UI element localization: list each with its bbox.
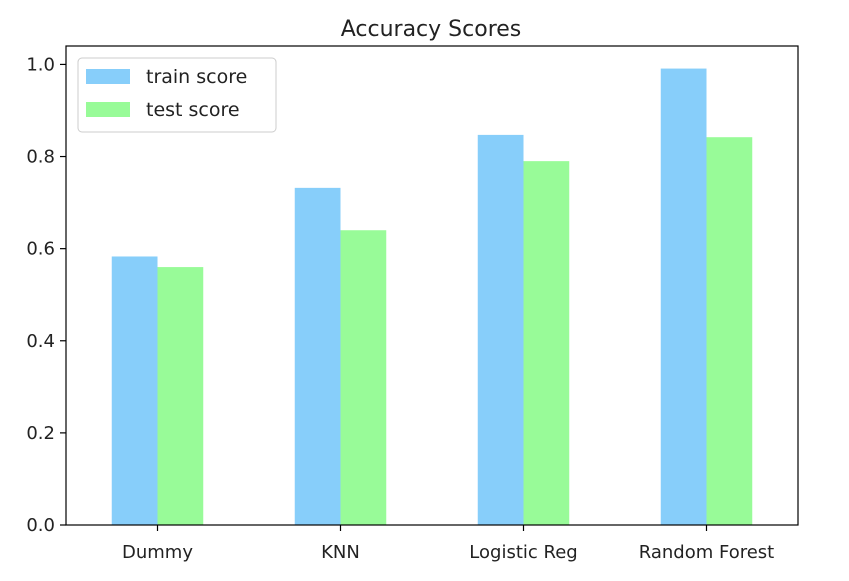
bar-train-score-dummy — [111, 256, 158, 525]
bar-test-score-knn — [340, 230, 387, 526]
chart-title: Accuracy Scores — [341, 17, 522, 42]
legend-label: train score — [146, 66, 247, 88]
bar-train-score-logistic-reg — [477, 134, 524, 525]
y-axis: 0.0 0.2 0.4 0.6 0.8 1.0 — [26, 54, 66, 536]
x-tick-label: Logistic Reg — [469, 542, 577, 563]
y-tick-label: 0.8 — [26, 147, 55, 168]
y-tick-label: 0.0 — [26, 515, 55, 536]
legend: train score test score — [77, 57, 277, 133]
x-tick-label: KNN — [321, 542, 360, 563]
plot-frame — [65, 45, 799, 526]
bar-test-score-dummy — [157, 267, 204, 525]
legend-swatch — [86, 102, 130, 117]
bars-group — [111, 68, 753, 526]
legend-label: test score — [146, 99, 240, 121]
bar-test-score-logistic-reg — [523, 161, 570, 525]
bar-test-score-random-forest — [706, 137, 753, 525]
y-tick-label: 1.0 — [26, 54, 55, 75]
bar-train-score-random-forest — [660, 68, 707, 525]
x-axis: Dummy KNN Logistic Reg Random Forest — [122, 525, 774, 563]
y-tick-label: 0.2 — [26, 423, 55, 444]
bar-train-score-knn — [294, 187, 341, 526]
x-tick-label: Random Forest — [639, 542, 774, 563]
y-tick-label: 0.4 — [26, 331, 55, 352]
legend-swatch — [86, 69, 130, 84]
x-tick-label: Dummy — [122, 542, 193, 563]
y-tick-label: 0.6 — [26, 239, 55, 260]
